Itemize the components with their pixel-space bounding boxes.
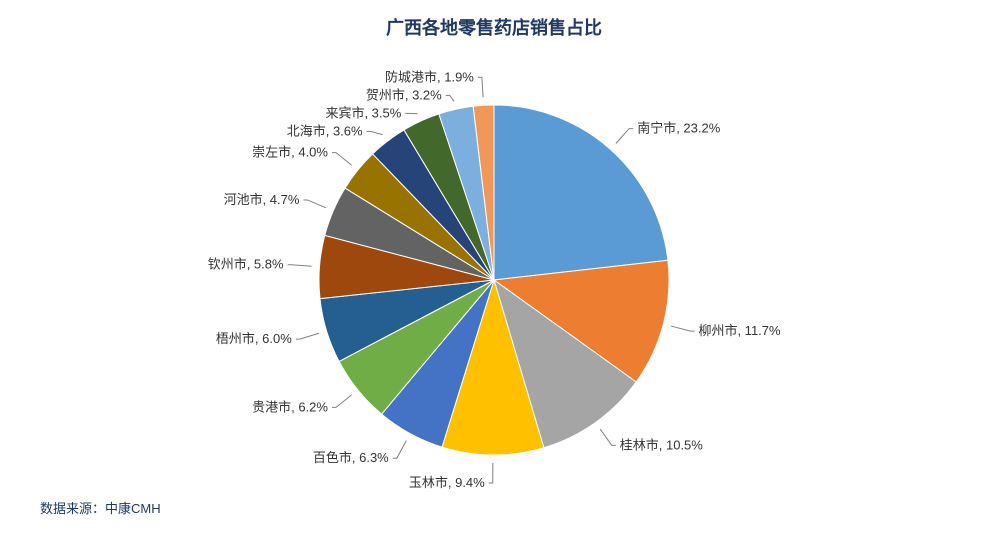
leader-line (616, 129, 633, 144)
leader-line (332, 153, 352, 166)
leader-line (446, 95, 454, 101)
slice-label: 贺州市, 3.2% (366, 87, 442, 102)
leader-line (478, 77, 483, 97)
slice-label: 柳州市, 11.7% (698, 323, 781, 338)
slice-label: 玉林市, 9.4% (409, 475, 485, 490)
slice-label: 桂林市, 10.5% (620, 437, 704, 452)
slice-label: 钦州市, 5.8% (208, 257, 284, 272)
leader-line (671, 326, 694, 331)
leader-line (489, 463, 493, 483)
leader-line (393, 441, 407, 459)
slice-label: 来宾市, 3.5% (325, 105, 401, 120)
leader-line (296, 333, 319, 339)
leader-line (332, 395, 352, 408)
slice-label: 南宁市, 23.2% (637, 121, 721, 136)
leader-line (367, 131, 383, 134)
slice-label: 防城港市, 1.9% (385, 69, 474, 84)
slice-label: 河池市, 4.7% (224, 192, 300, 207)
leader-line (288, 265, 312, 267)
leader-line (303, 200, 325, 208)
slice-label: 梧州市, 6.0% (216, 331, 292, 346)
slice-label: 百色市, 6.3% (313, 450, 389, 465)
slice-label: 贵港市, 6.2% (252, 399, 328, 414)
leader-line (600, 429, 616, 445)
slice-label: 北海市, 3.6% (287, 123, 363, 138)
pie-chart: 南宁市, 23.2% 柳州市, 11.7% 桂林市, 10.5% 防城港市, 1.9%… (0, 0, 988, 542)
slice-label: 崇左市, 4.0% (252, 145, 328, 160)
